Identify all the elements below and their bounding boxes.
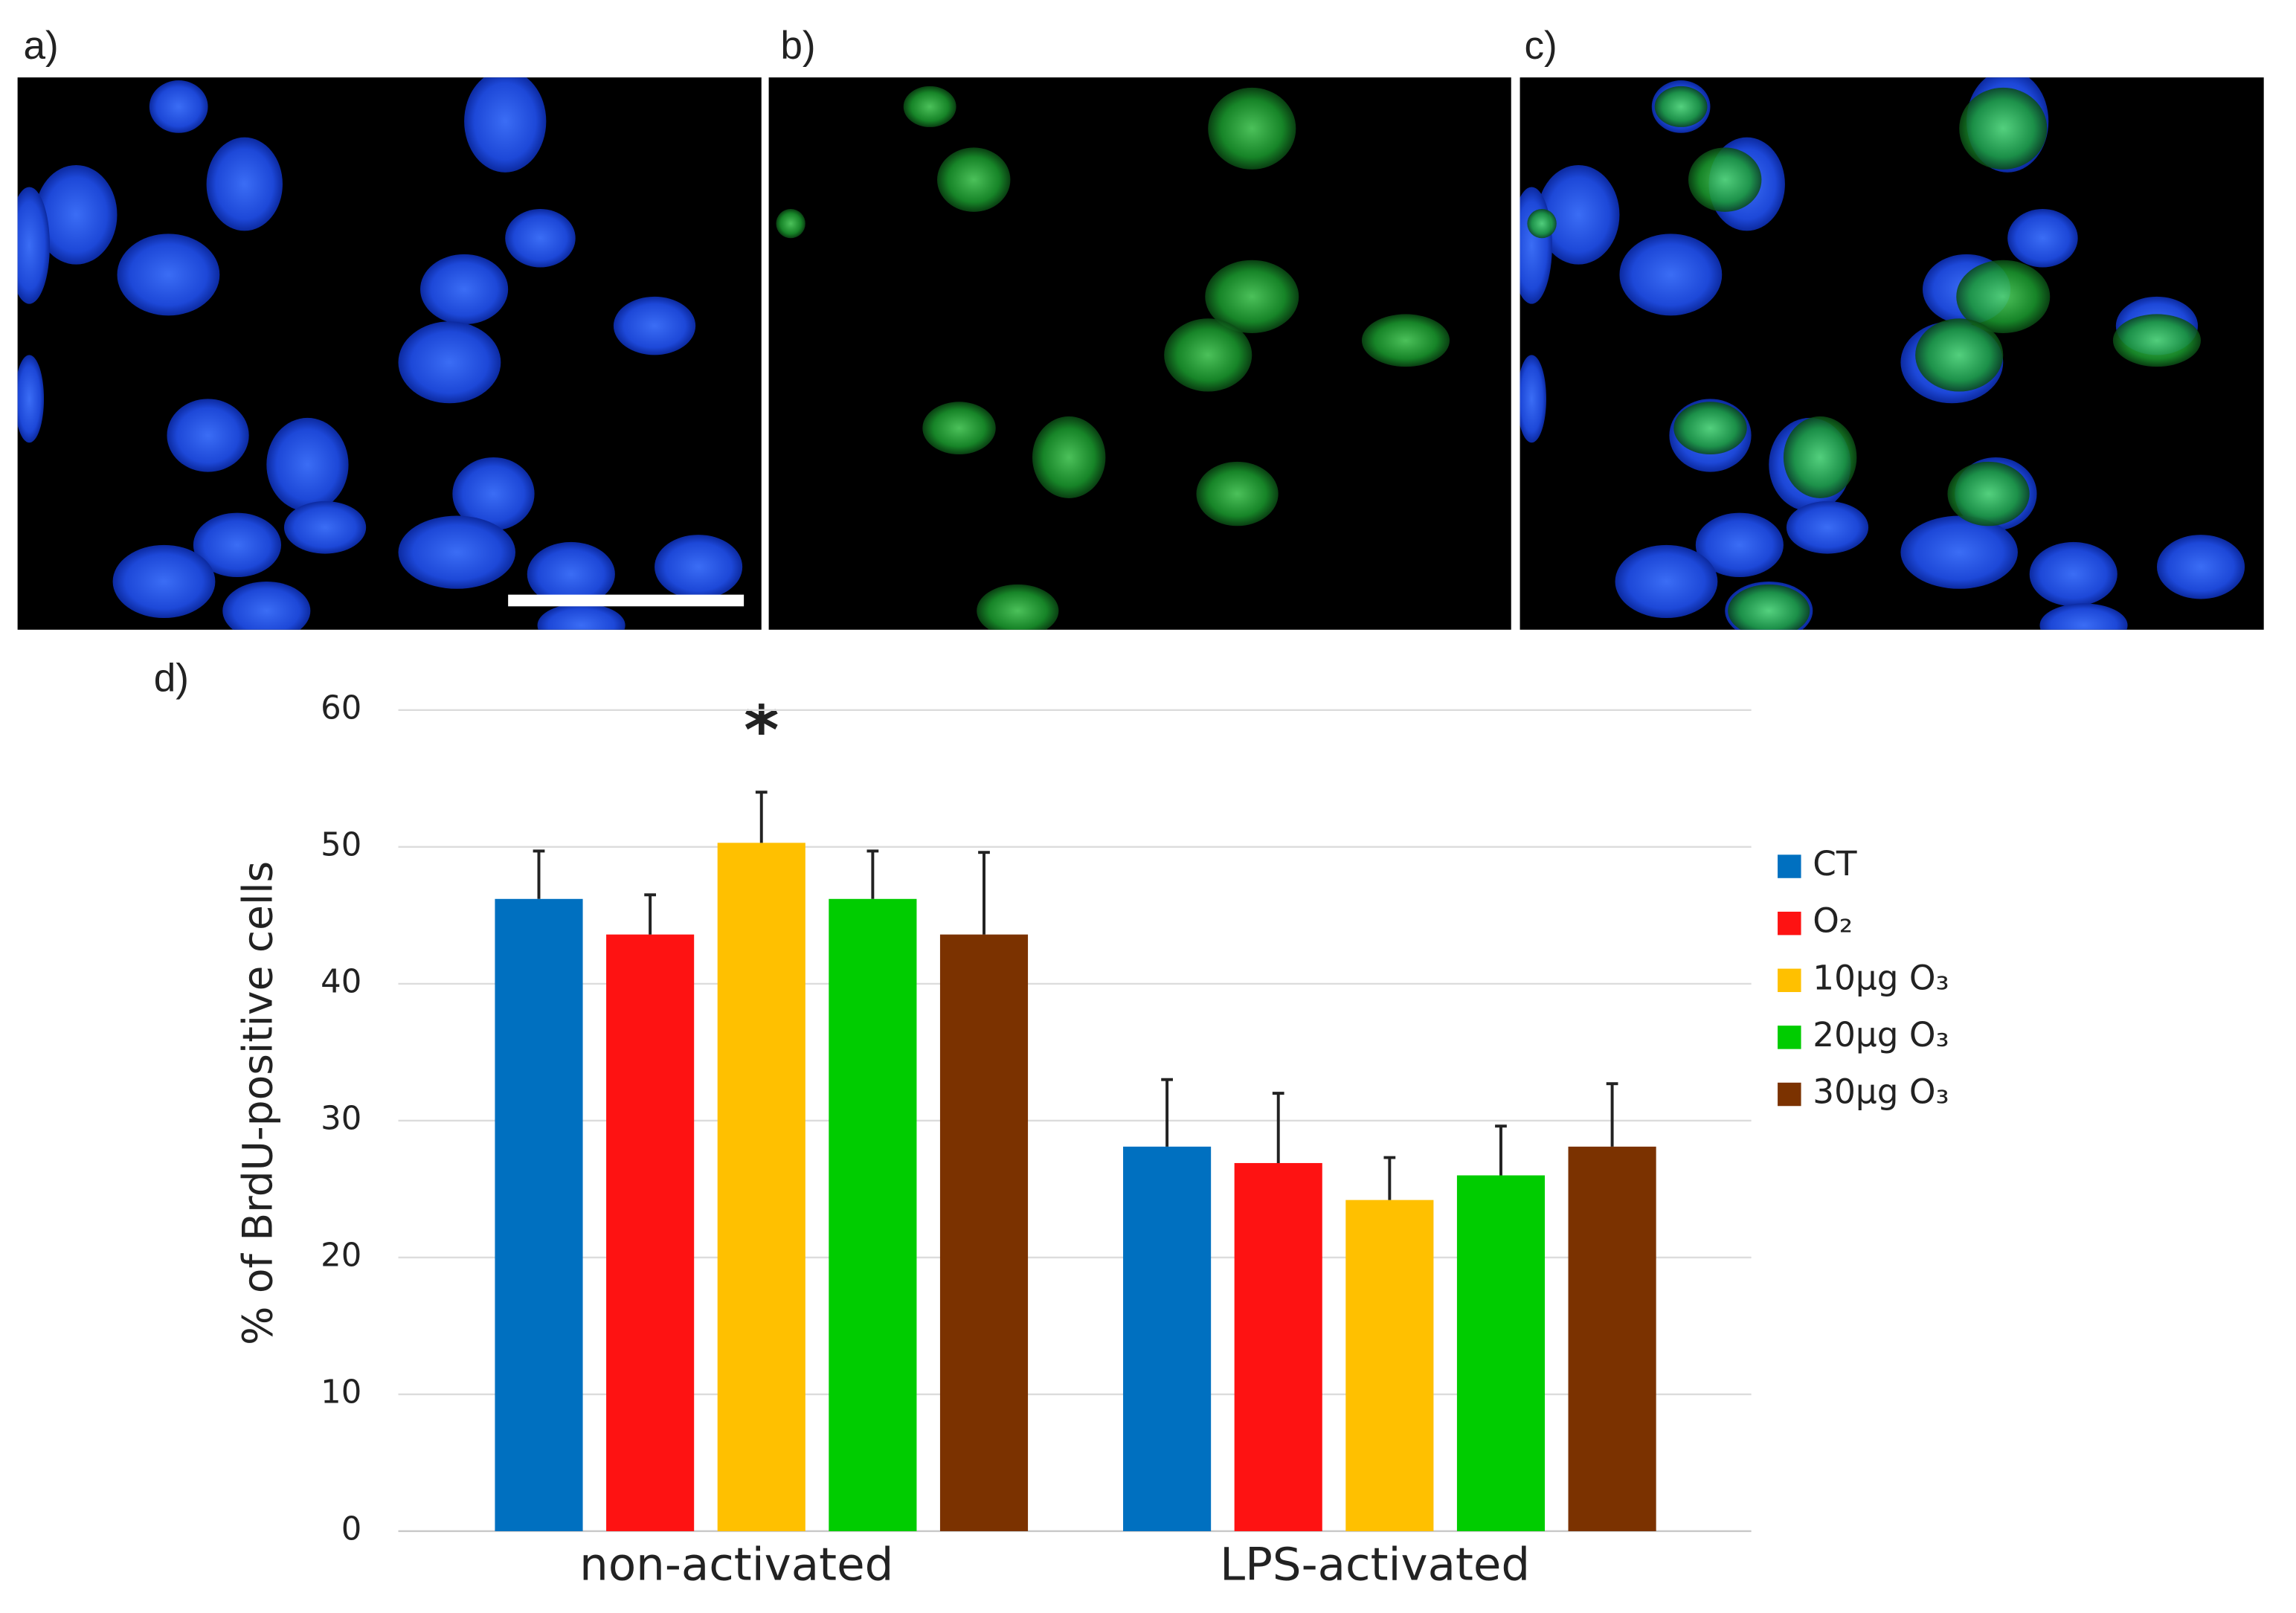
nucleus xyxy=(1915,318,2004,392)
nucleus xyxy=(1959,87,2048,170)
nucleus xyxy=(117,234,220,316)
nucleus xyxy=(1527,208,1557,239)
bar xyxy=(1123,1146,1212,1531)
nucleus xyxy=(1208,87,1296,170)
nucleus xyxy=(977,584,1059,630)
nucleus xyxy=(1537,165,1620,265)
nucleus xyxy=(1728,584,1810,630)
nucleus xyxy=(655,535,743,599)
legend-label: 30µg O₃ xyxy=(1813,1072,1949,1112)
y-tick-label: 50 xyxy=(321,826,361,863)
nucleus xyxy=(17,187,50,304)
legend-label: CT xyxy=(1813,844,1857,883)
legend-label: 10µg O₃ xyxy=(1813,958,1949,997)
nucleus xyxy=(35,165,118,265)
legend-label: O₂ xyxy=(1813,901,1853,941)
panel-label: b) xyxy=(780,24,815,68)
micrograph-dapi xyxy=(17,77,762,630)
nucleus xyxy=(2156,535,2245,599)
nucleus xyxy=(1520,187,1552,304)
nucleus xyxy=(193,512,281,578)
nucleus xyxy=(1947,461,2030,527)
nucleus xyxy=(1673,402,1747,455)
nucleus xyxy=(222,581,311,630)
nucleus xyxy=(1196,461,1279,527)
x-tick-label: LPS-activated xyxy=(1220,1539,1530,1591)
y-tick-label: 20 xyxy=(321,1237,361,1274)
bar xyxy=(1456,1175,1546,1531)
bar xyxy=(1345,1200,1434,1531)
nucleus xyxy=(206,137,283,231)
nucleus xyxy=(1654,86,1708,127)
legend-swatch xyxy=(1778,911,1801,936)
y-tick-label: 40 xyxy=(321,963,361,1000)
nucleus xyxy=(922,402,996,455)
panel-label: d) xyxy=(154,657,189,701)
scale-bar xyxy=(508,594,745,607)
nucleus xyxy=(1786,500,1869,554)
nucleus xyxy=(1164,318,1252,392)
nucleus xyxy=(537,603,626,630)
nucleus xyxy=(1619,234,1723,316)
micrographs xyxy=(17,77,2264,630)
nucleus xyxy=(505,208,576,268)
nucleus xyxy=(1205,260,1299,333)
nucleus xyxy=(1032,416,1106,498)
significance-marker: * xyxy=(744,692,779,770)
nucleus xyxy=(2112,314,2202,367)
nucleus xyxy=(2039,603,2128,630)
y-tick-label: 60 xyxy=(321,689,361,727)
nucleus xyxy=(776,208,805,239)
nucleus xyxy=(398,321,501,404)
legend-swatch xyxy=(1778,854,1801,878)
nucleus xyxy=(2029,541,2117,607)
nucleus xyxy=(1688,147,1762,212)
nucleus xyxy=(266,417,349,512)
nucleus xyxy=(613,296,696,355)
bar xyxy=(495,898,583,1531)
nucleus xyxy=(167,399,249,472)
nucleus xyxy=(1783,416,1857,498)
bar xyxy=(1234,1162,1322,1531)
nucleus xyxy=(2007,208,2078,268)
bar xyxy=(1568,1146,1656,1531)
nucleus xyxy=(1520,355,1546,443)
nucleus xyxy=(1695,512,1784,578)
x-tick-label: non-activated xyxy=(579,1539,893,1591)
nucleus xyxy=(464,77,547,173)
nucleus xyxy=(1361,314,1450,367)
bar xyxy=(717,843,805,1531)
nuclei xyxy=(17,77,743,630)
nucleus xyxy=(937,147,1011,212)
nucleus xyxy=(1956,260,2051,333)
panel-label: c) xyxy=(1524,24,1557,68)
y-axis-label: % of BrdU-positive cells xyxy=(234,861,282,1345)
panel-label: a) xyxy=(24,24,59,68)
bar xyxy=(606,934,695,1531)
y-tick-label: 0 xyxy=(341,1511,362,1548)
nucleus xyxy=(112,544,216,619)
nucleus xyxy=(1900,515,2018,589)
nuclei xyxy=(776,86,1450,630)
bar xyxy=(939,934,1029,1531)
nuclei xyxy=(1520,77,2245,630)
nucleus xyxy=(17,355,45,443)
nucleus xyxy=(452,457,535,531)
nucleus xyxy=(283,500,367,554)
nucleus xyxy=(149,80,208,133)
nucleus xyxy=(1615,544,1718,619)
nucleus xyxy=(903,86,956,127)
legend-swatch xyxy=(1778,1026,1801,1049)
nucleus xyxy=(420,254,509,325)
legend-swatch xyxy=(1778,968,1801,993)
legend-swatch xyxy=(1778,1082,1801,1107)
y-tick-label: 30 xyxy=(321,1100,361,1137)
y-tick-label: 10 xyxy=(321,1374,361,1411)
legend-label: 20µg O₃ xyxy=(1813,1015,1949,1055)
bar xyxy=(829,898,917,1531)
nucleus xyxy=(398,515,515,589)
nucleus xyxy=(527,541,615,607)
